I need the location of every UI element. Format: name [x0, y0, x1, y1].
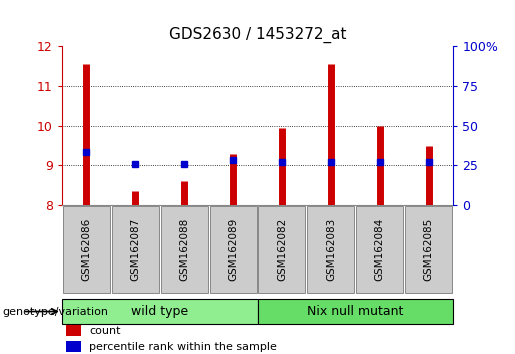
- Text: GSM162084: GSM162084: [375, 218, 385, 281]
- Text: GSM162083: GSM162083: [326, 218, 336, 281]
- FancyBboxPatch shape: [259, 206, 305, 293]
- Text: GSM162089: GSM162089: [228, 218, 238, 281]
- Text: GSM162087: GSM162087: [130, 218, 140, 281]
- FancyBboxPatch shape: [307, 206, 354, 293]
- Text: Nix null mutant: Nix null mutant: [307, 305, 404, 318]
- Bar: [66, 341, 81, 353]
- Text: GSM162085: GSM162085: [424, 218, 434, 281]
- FancyBboxPatch shape: [258, 299, 453, 324]
- FancyBboxPatch shape: [356, 206, 403, 293]
- Text: GSM162088: GSM162088: [179, 218, 189, 281]
- FancyBboxPatch shape: [62, 299, 258, 324]
- FancyBboxPatch shape: [161, 206, 208, 293]
- Text: count: count: [89, 326, 121, 336]
- Text: genotype/variation: genotype/variation: [3, 307, 109, 316]
- Text: percentile rank within the sample: percentile rank within the sample: [89, 342, 277, 352]
- Bar: [66, 325, 81, 336]
- FancyBboxPatch shape: [63, 206, 110, 293]
- FancyBboxPatch shape: [112, 206, 159, 293]
- Text: GSM162082: GSM162082: [277, 218, 287, 281]
- Title: GDS2630 / 1453272_at: GDS2630 / 1453272_at: [169, 27, 346, 43]
- Text: GSM162086: GSM162086: [81, 218, 91, 281]
- Text: wild type: wild type: [131, 305, 188, 318]
- FancyBboxPatch shape: [405, 206, 452, 293]
- FancyBboxPatch shape: [210, 206, 256, 293]
